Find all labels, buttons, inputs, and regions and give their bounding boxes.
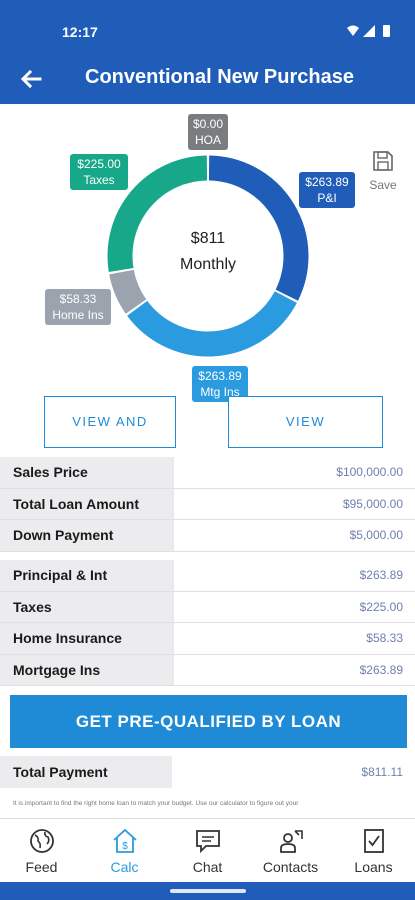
row-value[interactable]: $95,000.00 <box>174 488 415 519</box>
table-row: Down Payment $5,000.00 <box>0 520 415 552</box>
row-value[interactable]: $263.89 <box>174 560 415 591</box>
donut-svg <box>107 155 309 357</box>
hoa-amount: $0.00 <box>192 117 224 131</box>
bottom-nav: Feed $ Calc Chat Contacts Loans <box>0 818 415 882</box>
taxes-amount: $225.00 <box>77 157 121 171</box>
hoa-label: HOA <box>194 133 221 147</box>
row-label: Total Loan Amount <box>0 488 172 519</box>
total-value: $811.11 <box>174 756 415 788</box>
home-indicator[interactable] <box>170 889 246 893</box>
home-ins-label: Home Ins <box>52 308 104 322</box>
contacts-icon <box>279 830 303 853</box>
nav-label: Contacts <box>262 859 319 875</box>
nav-label: Calc <box>110 859 139 875</box>
calculator-house-icon: $ <box>112 828 137 853</box>
signal-icon <box>363 25 375 37</box>
nav-label: Feed <box>25 859 58 875</box>
row-label: Mortgage Ins <box>0 654 172 685</box>
page-title: Conventional New Purchase <box>85 66 354 88</box>
row-label: Home Insurance <box>0 623 172 654</box>
donut-segment-p-i[interactable] <box>208 155 309 301</box>
home-ins-amount: $58.33 <box>59 292 97 306</box>
status-time: 12:17 <box>62 24 98 40</box>
save-label: Save <box>369 178 397 192</box>
payment-donut-chart: $811 Monthly $0.00 HOA $225.00 Taxes $26… <box>0 104 415 479</box>
table-row: Home Insurance $58.33 <box>0 623 415 655</box>
save-button[interactable]: Save <box>364 146 402 192</box>
pi-amount: $263.89 <box>305 175 349 189</box>
loan-details-table: Sales Price $100,000.00 Total Loan Amoun… <box>0 457 415 552</box>
loans-document-icon <box>363 829 384 853</box>
get-prequalified-button[interactable]: GET PRE-QUALIFIED BY LOAN <box>10 695 407 748</box>
row-label: Taxes <box>0 591 172 622</box>
status-icons <box>347 25 390 37</box>
pi-tag: $263.89 P&I <box>299 172 355 208</box>
nav-item-chat[interactable]: Chat <box>166 819 249 883</box>
row-value[interactable]: $5,000.00 <box>174 520 415 551</box>
battery-icon <box>383 25 390 37</box>
svg-text:$: $ <box>122 841 128 852</box>
row-label: Down Payment <box>0 520 172 551</box>
row-label: Sales Price <box>0 457 172 488</box>
row-label: Principal & Int <box>0 560 172 591</box>
row-value[interactable]: $58.33 <box>174 623 415 654</box>
disclaimer-text: It is important to find the right home l… <box>13 800 299 807</box>
donut-segment-home-ins[interactable] <box>109 269 147 314</box>
wifi-icon <box>347 25 359 36</box>
taxes-tag: $225.00 Taxes <box>70 154 128 190</box>
nav-label: Chat <box>192 859 223 875</box>
table-row: Total Loan Amount $95,000.00 <box>0 488 415 520</box>
row-value[interactable]: $263.89 <box>174 654 415 685</box>
row-value[interactable]: $225.00 <box>174 591 415 622</box>
nav-item-feed[interactable]: Feed <box>0 819 83 883</box>
row-value[interactable]: $100,000.00 <box>174 457 415 488</box>
home-ins-tag: $58.33 Home Ins <box>45 289 111 325</box>
nav-item-contacts[interactable]: Contacts <box>249 819 332 883</box>
view-and-share-button[interactable]: VIEW AND SHARE <box>44 396 176 479</box>
globe-icon <box>29 829 54 853</box>
pi-label: P&I <box>317 191 337 205</box>
taxes-label: Taxes <box>83 173 115 187</box>
mtg-ins-tag: $263.89 Mtg Ins <box>192 366 248 402</box>
view-amortization-button[interactable]: VIEW AMORTIZATION <box>228 396 383 479</box>
nav-label: Loans <box>354 859 393 875</box>
donut-segment-taxes[interactable] <box>107 155 208 273</box>
floppy-disk-icon <box>373 151 393 171</box>
total-payment-row: Total Payment $811.11 <box>0 756 415 788</box>
table-row: Principal & Int $263.89 <box>0 560 415 592</box>
payment-breakdown-table: Principal & Int $263.89 Taxes $225.00 Ho… <box>0 560 415 686</box>
total-label: Total Payment <box>0 756 172 788</box>
mtg-ins-amount: $263.89 <box>198 369 242 383</box>
status-bar: 12:17 <box>0 0 415 54</box>
chat-icon <box>195 830 220 854</box>
back-arrow-icon[interactable] <box>16 64 46 94</box>
table-row: Mortgage Ins $263.89 <box>0 654 415 686</box>
system-nav-bar <box>0 882 415 900</box>
nav-item-calc[interactable]: $ Calc <box>83 819 166 883</box>
donut-segment-mtg-ins[interactable] <box>127 290 297 357</box>
nav-item-loans[interactable]: Loans <box>332 819 415 883</box>
mtg-ins-label: Mtg Ins <box>200 385 240 399</box>
monthly-label: Monthly <box>179 256 237 273</box>
table-row: Sales Price $100,000.00 <box>0 457 415 489</box>
table-row: Taxes $225.00 <box>0 591 415 623</box>
hoa-tag: $0.00 HOA <box>188 114 228 150</box>
app-bar: Conventional New Purchase <box>0 54 415 104</box>
monthly-amount: $811 <box>190 230 226 247</box>
